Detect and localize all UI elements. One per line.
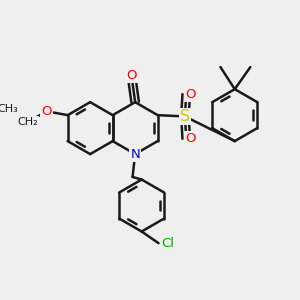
Text: O: O [41,105,52,118]
Text: N: N [130,148,140,160]
Text: O: O [185,88,196,101]
Text: S: S [180,109,190,124]
Text: CH₂: CH₂ [17,117,38,127]
Text: O: O [127,69,137,82]
Text: CH₃: CH₃ [0,104,18,114]
Text: O: O [185,132,196,145]
Text: Cl: Cl [161,237,174,250]
